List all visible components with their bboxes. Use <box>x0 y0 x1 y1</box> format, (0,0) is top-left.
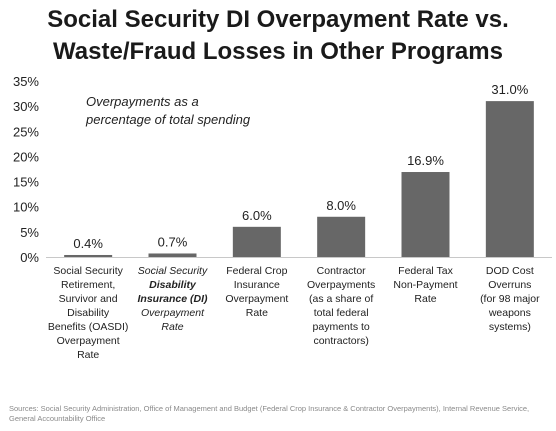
category-label-line: Overpayment <box>140 307 205 319</box>
category-label-line: Overpayment <box>56 335 120 347</box>
category-label-line: total federal <box>313 307 369 319</box>
category-label-line: Federal Tax <box>398 265 453 277</box>
category-label-line: Overpayments <box>307 279 376 291</box>
bar-value-label: 31.0% <box>491 82 528 97</box>
category-label: Federal Crop Insurance Overpayment Rate <box>215 264 299 320</box>
category-label-line: (for 98 major <box>480 293 540 305</box>
chart-title-line-1: Social Security DI Overpayment Rate vs. <box>47 6 509 33</box>
category-label-line: weapons <box>488 307 531 319</box>
bar-value-label: 6.0% <box>242 208 272 223</box>
bar-value-label: 0.4% <box>73 236 103 251</box>
category-label-line: Retirement, <box>61 279 116 291</box>
category-label-line: (as a share of <box>309 293 374 305</box>
chart-title: Social Security DI Overpayment Rate vs. … <box>0 4 556 68</box>
y-tick-label: 5% <box>20 225 39 240</box>
category-label: Social Security Disability Insurance (DI) O… <box>131 264 215 334</box>
category-label-line: Non-Payment <box>393 279 458 291</box>
category-label-line: Disability <box>67 307 110 319</box>
category-label-line: Insurance <box>233 279 280 291</box>
category-label: Contractor Overpayments (as a share of tota… <box>299 264 383 348</box>
annotation-line-2: percentage of total spending <box>86 112 251 127</box>
category-label-line: Federal Crop <box>226 265 288 277</box>
category-label-line: Overpayment <box>225 293 289 305</box>
category-label-line: Survivor and <box>58 293 118 305</box>
category-label-line: Contractor <box>316 265 366 277</box>
category-label-line: Disability <box>149 279 196 291</box>
category-label-line: Social Security <box>53 265 123 277</box>
category-label: DOD Cost Overruns (for 98 major weapons syst… <box>468 264 552 334</box>
bar <box>401 172 450 257</box>
category-label-line: Overruns <box>488 279 532 291</box>
category-label: Social Security Retirement, Survivor and Di… <box>46 264 130 362</box>
chart-title-line-2: Waste/Fraud Losses in Other Programs <box>53 38 503 65</box>
y-tick-label: 10% <box>13 200 39 215</box>
category-label-line: Rate <box>245 307 268 319</box>
y-tick-label: 35% <box>13 74 39 89</box>
y-tick-label: 25% <box>13 124 39 139</box>
bar-value-label: 16.9% <box>407 153 444 168</box>
category-label-line: Rate <box>77 349 100 361</box>
category-label: Federal Tax Non-Payment Rate <box>384 264 468 306</box>
category-label-line: contractors) <box>313 335 369 347</box>
category-label-line: Insurance (DI) <box>137 293 208 305</box>
bar <box>317 216 366 257</box>
annotation-line-1: Overpayments as a <box>86 94 199 109</box>
bar <box>64 254 113 257</box>
y-tick-label: 30% <box>13 99 39 114</box>
category-label-line: DOD Cost <box>485 265 534 277</box>
bar-value-label: 8.0% <box>326 198 356 213</box>
bar <box>485 101 534 257</box>
chart-annotation: Overpayments as a percentage of total sp… <box>86 93 306 129</box>
category-label-line: Rate <box>161 321 184 333</box>
category-label-line: Benefits (OASDI) <box>47 321 129 333</box>
y-tick-label: 15% <box>13 175 39 190</box>
bar-value-label: 0.7% <box>158 234 188 249</box>
bar <box>232 226 281 257</box>
y-tick-label: 0% <box>20 250 39 265</box>
bar <box>148 253 197 257</box>
category-label-line: Social Security <box>137 265 208 277</box>
category-label-line: Rate <box>414 293 437 305</box>
source-note: Sources: Social Security Administration,… <box>9 404 530 423</box>
category-label-line: payments to <box>312 321 370 333</box>
y-tick-label: 20% <box>13 149 39 164</box>
category-label-line: systems) <box>488 321 531 333</box>
